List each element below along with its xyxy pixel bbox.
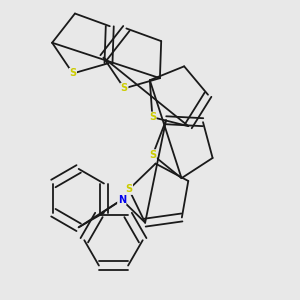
Text: S: S: [149, 150, 156, 160]
Text: S: S: [121, 83, 128, 93]
Text: S: S: [149, 112, 156, 122]
Text: N: N: [118, 195, 126, 205]
Text: S: S: [69, 68, 76, 78]
Text: S: S: [125, 184, 133, 194]
